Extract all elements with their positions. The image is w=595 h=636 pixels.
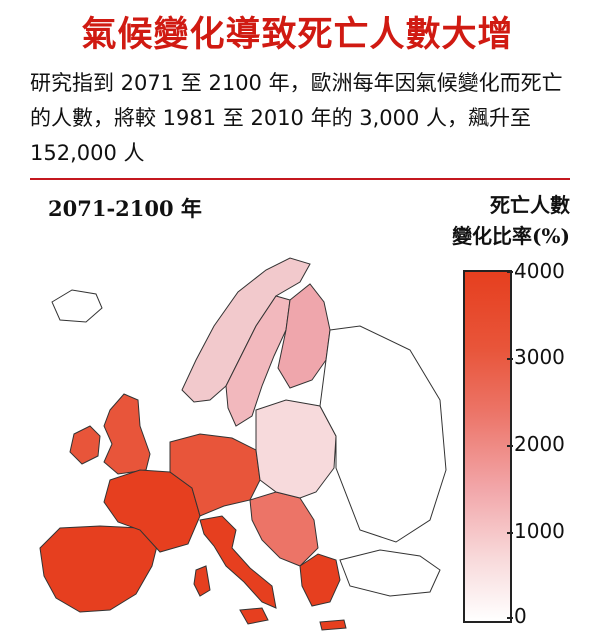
divider <box>30 178 570 180</box>
legend-tick-3000: 3000 <box>514 345 565 369</box>
legend-tick-2000: 2000 <box>514 432 565 456</box>
legend-tick-line-2000 <box>507 445 513 447</box>
legend-title: 死亡人數 變化比率(%) <box>452 190 570 252</box>
map-region-ireland <box>69 425 101 465</box>
map-region-great-britain <box>103 393 151 475</box>
map-region-eastern-europe <box>255 399 337 499</box>
map-region-sardinia <box>193 565 211 597</box>
map-region-crete <box>319 619 347 631</box>
legend-title-line2: 變化比率(%) <box>452 224 570 248</box>
legend-tick-line-0 <box>507 617 513 619</box>
map-region-iceland <box>51 289 103 323</box>
europe-map <box>39 257 447 631</box>
map-region-norway <box>181 257 311 403</box>
map-region-iberia <box>39 525 159 613</box>
map-region-italy <box>199 515 277 609</box>
period-label: 2071-2100 年 <box>48 196 202 221</box>
map-region-greece <box>299 553 341 607</box>
legend-tick-line-1000 <box>507 532 513 534</box>
legend-title-line1: 死亡人數 <box>490 193 570 217</box>
map-region-balkans <box>249 491 319 567</box>
legend-tick-0: 0 <box>514 604 527 628</box>
legend-tick-line-3000 <box>507 358 513 360</box>
legend-tick-line-4000 <box>507 271 513 273</box>
map-region-turkey <box>339 549 441 597</box>
map-region-sweden <box>225 295 291 427</box>
legend-colorbar <box>463 270 512 623</box>
headline: 氣候變化導致死亡人數大增 <box>81 14 514 55</box>
map-region-east <box>319 325 447 543</box>
subtitle: 研究指到 2071 至 2100 年，歐洲每年因氣候變化而死亡的人數，將較 19… <box>30 71 563 165</box>
legend-tick-4000: 4000 <box>514 259 565 283</box>
legend-tick-1000: 1000 <box>514 519 565 543</box>
map-region-finland <box>277 283 331 389</box>
map-region-sicily <box>239 607 269 625</box>
map-region-france <box>103 469 201 553</box>
